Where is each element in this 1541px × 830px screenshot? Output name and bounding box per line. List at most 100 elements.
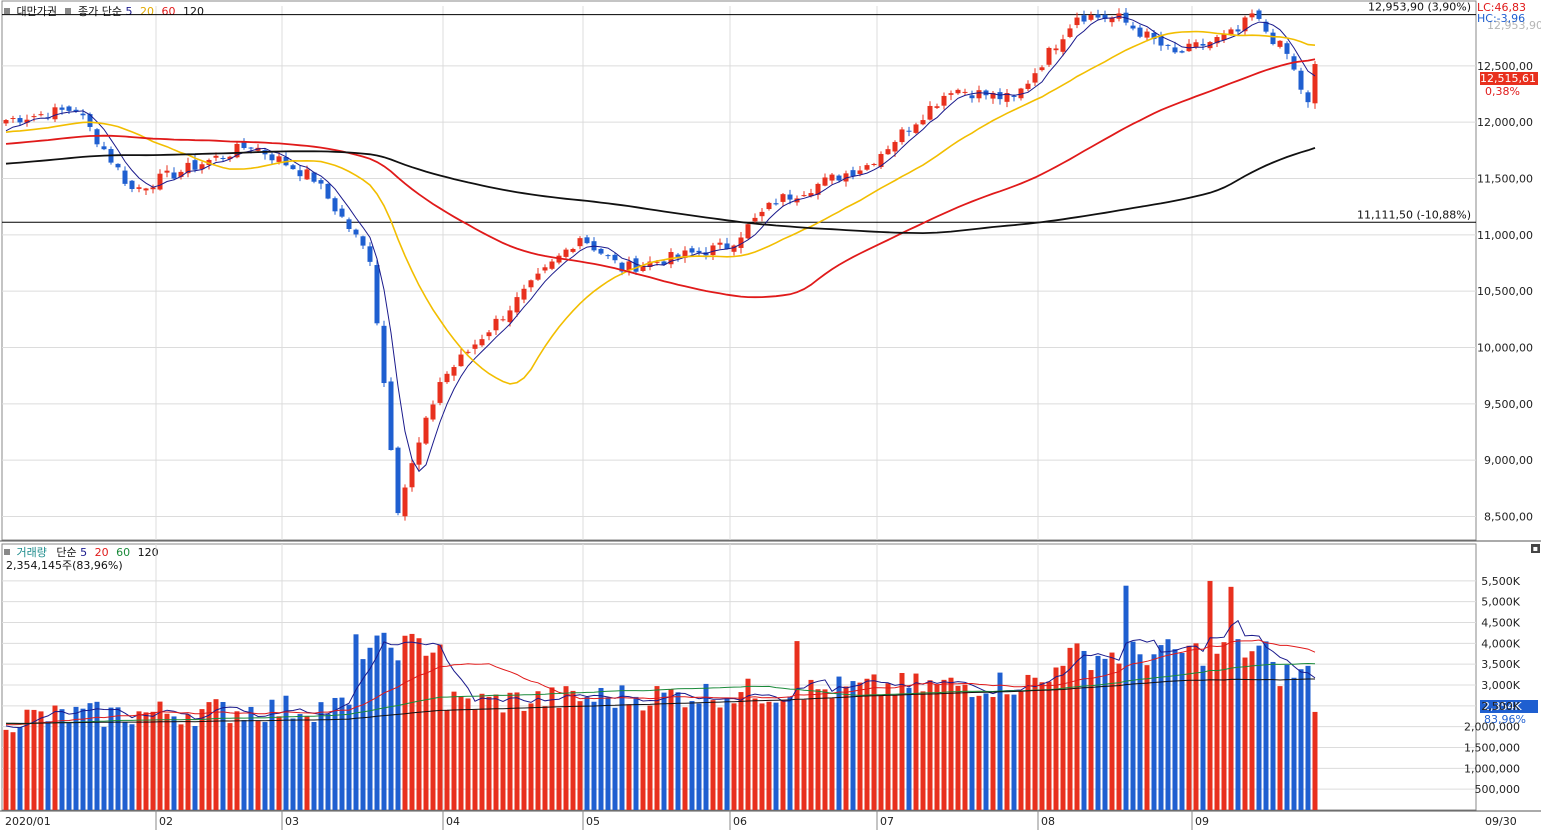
candle-body <box>598 248 604 254</box>
candle-body <box>17 118 23 123</box>
candle-body <box>1249 13 1255 18</box>
volume-title[interactable]: 거래량 <box>16 546 47 559</box>
candle-body <box>640 265 646 271</box>
candle-body <box>178 171 184 177</box>
volume-bar <box>430 652 436 810</box>
volume-tick-label: 1,000,000 <box>1464 762 1520 775</box>
volume-tick-label: 500,000 <box>1475 783 1521 796</box>
candle-body <box>885 149 891 155</box>
volume-bar <box>3 729 9 810</box>
candle-body <box>1235 29 1241 32</box>
volume-bar <box>598 687 604 810</box>
x-tick-label: 05 <box>586 815 600 828</box>
candle-body <box>409 463 415 488</box>
candle-body <box>619 262 625 272</box>
current-volume-pct: 83,96% <box>1484 713 1526 726</box>
candle-body <box>381 325 387 384</box>
vol-ma20-label: 20 <box>94 546 109 559</box>
candle-body <box>129 180 135 190</box>
candle-body <box>290 165 296 170</box>
volume-bar <box>150 711 156 810</box>
candle-body <box>458 354 464 367</box>
volume-bar <box>1312 711 1318 810</box>
candle-body <box>815 183 821 195</box>
candle-body <box>318 180 324 184</box>
volume-panel-close-icon[interactable]: ▪ <box>1531 544 1540 553</box>
volume-bar <box>500 712 506 810</box>
volume-bar <box>1291 677 1297 810</box>
volume-ma-label[interactable]: 단순 <box>56 546 77 559</box>
candle-body <box>822 177 828 186</box>
candle-body <box>171 172 177 179</box>
candle-body <box>969 95 975 99</box>
volume-bar <box>563 686 569 810</box>
candle-body <box>563 249 569 257</box>
volume-bar <box>654 686 660 810</box>
candle-body <box>1004 93 1010 102</box>
candle-body <box>990 92 996 99</box>
volume-bar <box>633 696 639 810</box>
volume-bar <box>66 723 72 810</box>
volume-bar <box>45 721 51 810</box>
volume-tick-label: 5,500K <box>1481 575 1520 588</box>
candle-body <box>269 154 275 161</box>
candle-body <box>1165 44 1171 46</box>
volume-bar <box>668 689 674 810</box>
candle-body <box>332 198 338 212</box>
volume-panel-header: 거래량 단순 5 20 60 120 <box>4 544 159 560</box>
candle-body <box>626 261 632 271</box>
candle-body <box>1242 17 1248 32</box>
collapse-icon[interactable] <box>4 549 10 555</box>
volume-bar <box>185 714 191 810</box>
candle-body <box>241 141 247 149</box>
volume-bar <box>1095 655 1101 810</box>
volume-bar <box>24 709 30 810</box>
candle-body <box>535 273 541 280</box>
volume-bar <box>1263 641 1269 810</box>
candle-body <box>507 310 513 323</box>
volume-bar <box>94 701 100 810</box>
volume-bar <box>955 685 961 810</box>
volume-bar <box>941 679 947 810</box>
volume-bar <box>626 704 632 810</box>
hc-readout: HC:-3,96 <box>1477 12 1526 25</box>
volume-bar <box>738 692 744 810</box>
x-tick-label: 08 <box>1041 815 1055 828</box>
volume-bar <box>794 641 800 810</box>
current-volume-badge: 2,354K <box>1480 700 1538 713</box>
candle-body <box>367 246 373 262</box>
candle-body <box>325 183 331 199</box>
candle-body <box>584 237 590 244</box>
candle-body <box>941 95 947 106</box>
vol-ma20-line <box>5 639 1316 726</box>
reference-line-label: 12,953,90 (3,90%) <box>1368 1 1471 14</box>
volume-bar <box>1228 586 1234 810</box>
candle-body <box>717 242 723 245</box>
vol-ma5-label: 5 <box>80 546 88 559</box>
hc-obscured-readout: 12,953,90 <box>1487 19 1541 32</box>
volume-bar <box>318 702 324 810</box>
volume-bar <box>38 711 44 810</box>
volume-bar <box>108 707 114 810</box>
volume-bar <box>486 696 492 810</box>
collapse-icon[interactable] <box>65 8 72 14</box>
candle-body <box>661 261 667 265</box>
volume-bar <box>577 701 583 810</box>
volume-bar <box>437 644 443 810</box>
candle-body <box>1032 73 1038 83</box>
candle-body <box>738 237 744 248</box>
collapse-icon[interactable] <box>4 8 10 14</box>
candle-body <box>1214 37 1220 44</box>
volume-bar <box>913 673 919 810</box>
volume-bar <box>997 672 1003 810</box>
candle-body <box>857 170 863 174</box>
candle-body <box>185 162 191 174</box>
volume-bar <box>409 633 415 810</box>
candle-body <box>864 165 870 170</box>
volume-bar <box>521 710 527 810</box>
volume-bar <box>773 702 779 810</box>
candle-body <box>689 248 695 253</box>
candle-body <box>780 194 786 202</box>
candle-body <box>1312 64 1318 104</box>
